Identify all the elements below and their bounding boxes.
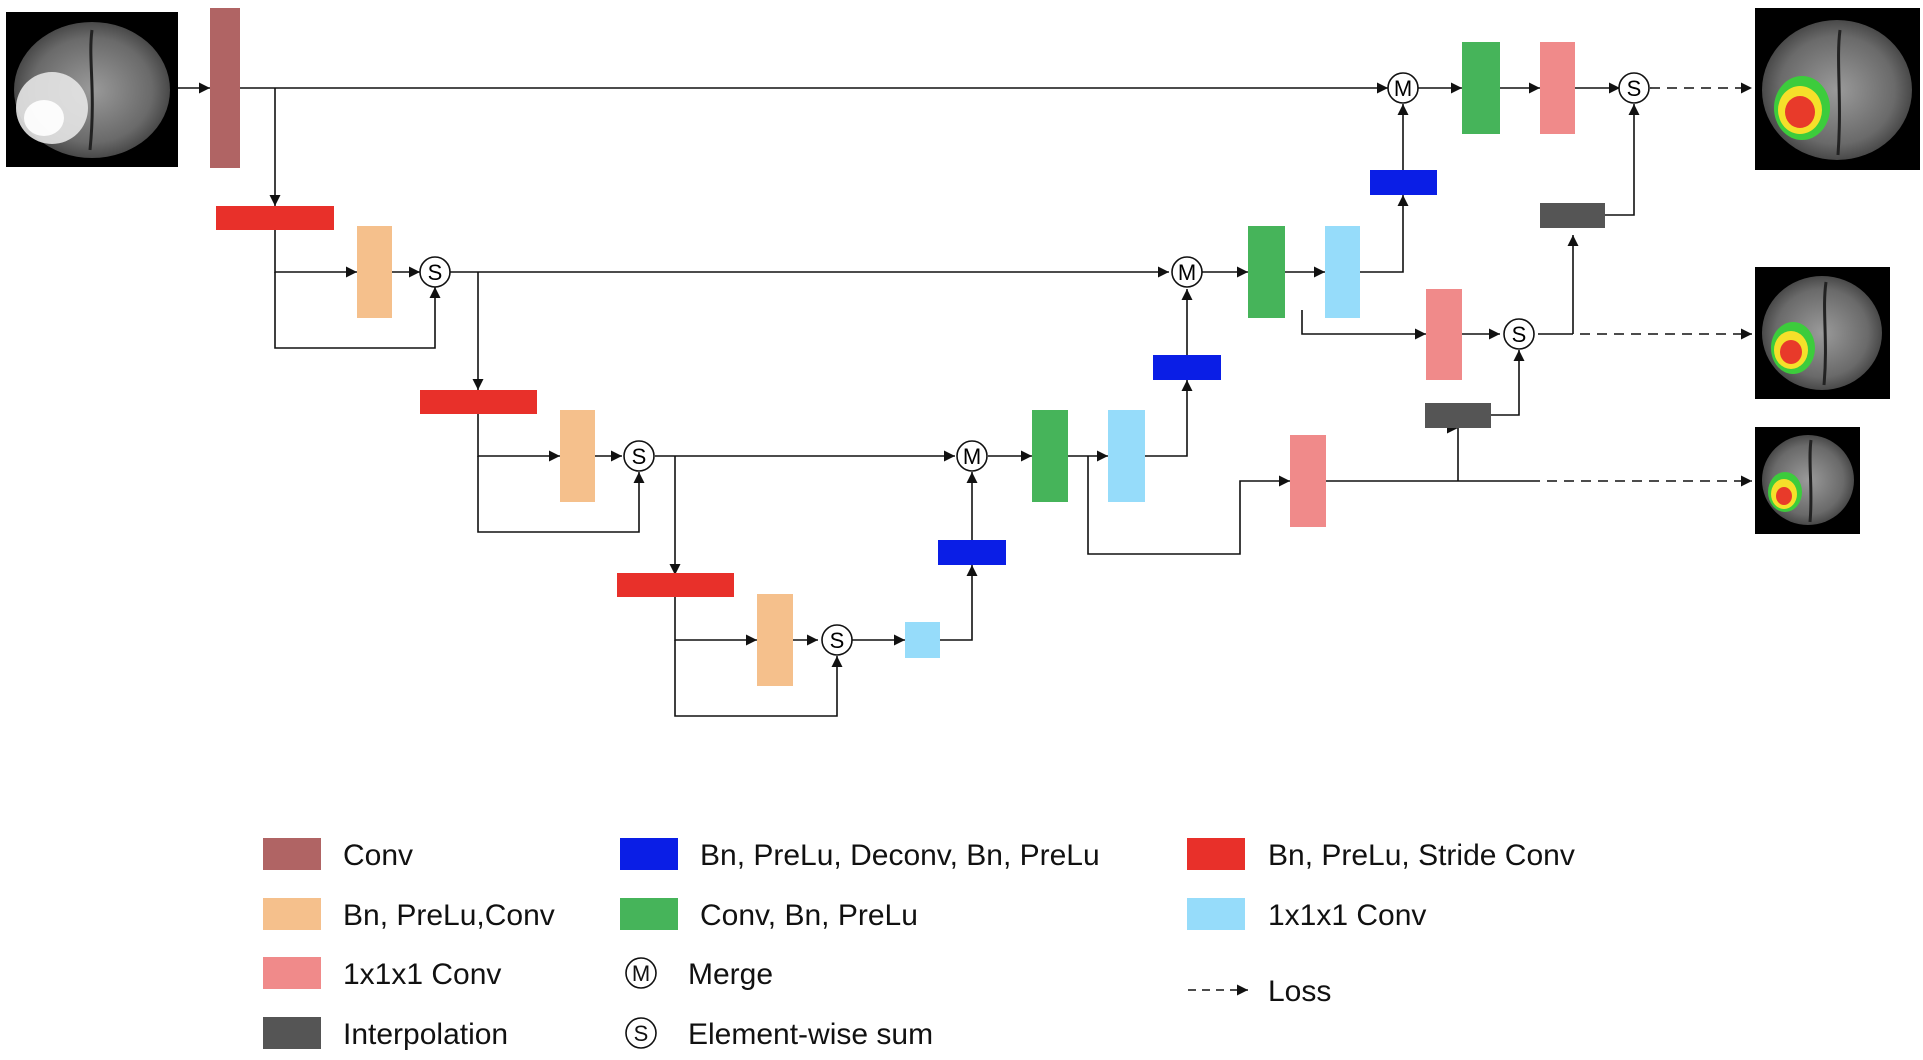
legend-label-bn-prelu-conv: Bn, PreLu,Conv [343,899,555,932]
legend-swatch-conv [263,838,321,870]
sum-node: S [623,440,655,472]
conv1x1-red-block [1426,289,1462,380]
svg-text:S: S [1627,76,1642,101]
sum-node: S [1503,318,1535,350]
bn-prelu-conv-block [757,594,793,686]
stride-conv-block [420,390,537,414]
sum-node: S [821,624,853,656]
svg-text:S: S [830,628,845,653]
connections [178,82,1640,717]
legend-merge-icon: M [625,957,657,989]
conv1x1-cyan-block [1108,410,1145,502]
interpolation-block [1540,203,1605,228]
conv-block [210,8,240,168]
deconv-block [1153,355,1221,380]
legend-label-stride-conv: Bn, PreLu, Stride Conv [1268,839,1575,872]
svg-text:S: S [632,444,647,469]
legend-label-conv1x1-red: 1x1x1 Conv [343,958,501,991]
conv-bn-prelu-block [1032,410,1068,502]
merge-node: M [1171,256,1203,288]
conv1x1-cyan-block [1325,226,1360,318]
merge-node: M [1387,72,1419,104]
legend-label-sum: Element-wise sum [688,1018,933,1051]
interpolation-block [1425,403,1491,428]
conv-bn-prelu-block [1462,42,1500,134]
nodes: M S S M S S M S [419,72,1650,656]
legend-label-conv: Conv [343,839,413,872]
conv1x1-cyan-block [905,622,940,658]
conv-bn-prelu-block [1248,226,1285,318]
svg-text:S: S [428,260,443,285]
merge-node: M [956,440,988,472]
legend-swatch-interpolation [263,1017,321,1049]
sum-node: S [1618,72,1650,104]
svg-text:M: M [632,961,650,986]
legend-swatch-conv1x1-red [263,957,321,989]
legend-label-interpolation: Interpolation [343,1018,508,1051]
legend-label-conv-bn-prelu: Conv, Bn, PreLu [700,899,918,932]
loss-arrows [1530,82,1752,487]
output-mri-image-quarter [1755,427,1860,534]
sum-node: S [419,256,451,288]
legend-swatch-bn-prelu-conv [263,898,321,930]
input-mri-image [6,12,178,167]
stride-conv-block [216,206,334,230]
legend-swatch-conv1x1-cyan [1187,898,1245,930]
blocks [210,8,1605,686]
deconv-block [1370,170,1437,195]
conv1x1-red-block [1540,42,1575,134]
legend-label-conv1x1-cyan: 1x1x1 Conv [1268,899,1426,932]
deconv-block [938,540,1006,565]
svg-text:S: S [1512,322,1527,347]
svg-text:M: M [1178,260,1196,285]
legend-label-merge: Merge [688,958,773,991]
legend-swatch-conv-bn-prelu [620,898,678,930]
legend-sum-icon: S [625,1017,657,1049]
legend-swatch-stride-conv [1187,838,1245,870]
conv1x1-red-block [1290,435,1326,527]
stride-conv-block [617,573,734,597]
svg-text:M: M [963,444,981,469]
legend-swatch-deconv [620,838,678,870]
svg-text:S: S [634,1021,649,1046]
bn-prelu-conv-block [560,410,595,502]
output-mri-image-full [1755,8,1920,170]
legend: Conv Bn, PreLu,Conv 1x1x1 Conv Interpola… [263,838,1575,1051]
legend-label-deconv: Bn, PreLu, Deconv, Bn, PreLu [700,839,1100,872]
bn-prelu-conv-block [357,226,392,318]
legend-label-loss: Loss [1268,975,1331,1008]
output-mri-image-half [1755,267,1890,399]
svg-text:M: M [1394,76,1412,101]
